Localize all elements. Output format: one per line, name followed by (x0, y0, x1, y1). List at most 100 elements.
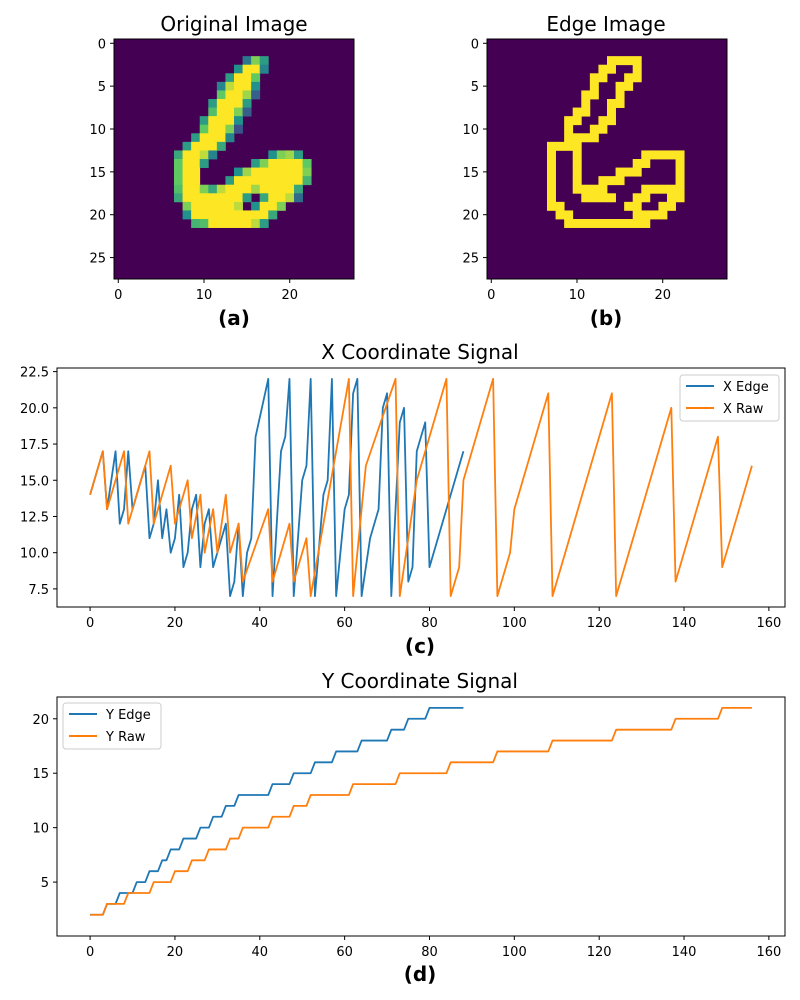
panel-a-pixel (276, 184, 286, 194)
panel-c-ytick-label: 20.0 (20, 402, 49, 417)
panel-a-pixel (182, 159, 192, 168)
panel-c-xtick-label: 100 (502, 616, 527, 631)
panel-a-pixel (294, 150, 303, 160)
panel-b-pixel (667, 201, 676, 211)
panel-b-xtick-label: 20 (654, 288, 671, 303)
panel-d-legend: Y Edge Y Raw (62, 702, 162, 750)
panel-b-pixel (581, 133, 591, 143)
panel-b-pixel (624, 73, 634, 83)
panel-b-pixel (607, 219, 616, 228)
panel-c-ytick-label: 15.0 (20, 474, 49, 489)
panel-b-pixel (581, 219, 591, 228)
panel-a-pixel (276, 193, 286, 203)
panel-b-pixel (564, 141, 574, 151)
panel-a-pixel (208, 201, 218, 211)
panel-b-pixel (607, 176, 616, 186)
panel-a-ytick-label: 25 (89, 252, 106, 267)
panel-b-pixel (555, 141, 565, 151)
panel-a-label: (a) (218, 306, 250, 330)
panel-b-pixel (607, 56, 616, 66)
panel-a-ticks: 0 10 20 0 5 10 15 20 25 (89, 37, 298, 303)
panel-b-pixel (589, 133, 599, 143)
panel-b-pixel (649, 150, 659, 160)
panel-a-pixel (199, 193, 209, 203)
panel-a-pixel (216, 90, 226, 100)
panel-c-xtick-label: 120 (587, 616, 612, 631)
panel-b-pixel (589, 73, 599, 83)
panel-b-pixel (607, 64, 616, 74)
panel-d-lines (90, 706, 752, 916)
panel-a-pixel (191, 219, 201, 228)
panel-a-image (114, 39, 354, 279)
panel-a-pixel (268, 184, 278, 194)
panel-d-ytick-label: 20 (32, 713, 49, 728)
panel-b-pixel (667, 150, 676, 160)
panel-a-pixel (285, 150, 295, 160)
panel-b-pixel (572, 176, 582, 186)
panel-b-pixel (632, 159, 642, 168)
panel-a-pixel (199, 141, 209, 151)
panel-a-pixel (251, 90, 261, 100)
panel-b-pixel (641, 184, 651, 194)
panel-b-title: Edge Image (546, 12, 665, 36)
panel-b-pixel (632, 73, 642, 83)
panel-d-series-y-edge (90, 706, 464, 916)
panel-b-pixel (581, 90, 591, 100)
panel-b-pixel (589, 193, 599, 203)
panel-d-series-y-raw (90, 706, 752, 916)
panel-a-pixel (216, 133, 226, 143)
panel-a-pixel (268, 150, 278, 160)
panel-a-pixel (225, 184, 235, 194)
panel-b-pixel (572, 184, 582, 194)
panel-a-pixel (191, 210, 201, 220)
panel-b-pixel (555, 210, 565, 220)
panel-b-pixel (675, 159, 685, 168)
panel-a-pixel (216, 193, 226, 203)
panel-b-pixel (632, 193, 642, 203)
panel-a-pixel (234, 81, 243, 91)
panel-a-pixel (199, 150, 209, 160)
panel-a-pixel (174, 150, 183, 160)
panel-a-pixel (208, 219, 218, 228)
panel-a-pixel (208, 124, 218, 134)
panel-d-xtick-label: 120 (587, 945, 612, 960)
panel-b-pixel (581, 107, 591, 117)
panel-b-pixel (624, 81, 634, 91)
panel-a-pixel (225, 73, 235, 83)
panel-d-xtick-label: 60 (336, 945, 353, 960)
panel-b-pixel (572, 107, 582, 117)
panel-a-pixel (234, 107, 243, 117)
panel-a-pixel (259, 176, 269, 186)
panel-b-pixel (641, 159, 651, 168)
panel-a-pixel (199, 116, 209, 126)
panel-a-pixel (268, 193, 278, 203)
panel-c-xtick-label: 140 (672, 616, 697, 631)
panel-a-pixel (302, 167, 312, 177)
panel-a-pixel (234, 193, 243, 203)
panel-c-xtick-label: 40 (252, 616, 269, 631)
panel-b-pixel (598, 73, 608, 83)
panel-a-pixel (268, 167, 278, 177)
panel-d-ytick-label: 10 (32, 822, 49, 837)
panel-b-pixel (547, 201, 556, 211)
panel-a-pixel (191, 159, 201, 168)
panel-b-label: (b) (590, 306, 623, 330)
panel-b-pixel (667, 193, 676, 203)
panel-b-pixel (632, 210, 642, 220)
panel-b-pixel (641, 210, 651, 220)
panel-b-pixel (589, 219, 599, 228)
panel-a-pixel (259, 159, 269, 168)
panel-d-ytick-label: 5 (41, 876, 49, 891)
panel-a-frame (113, 38, 355, 280)
panel-c-legend: X Edge X Raw (679, 374, 780, 422)
panel-a-ytick-label: 15 (89, 166, 106, 181)
panel-b-pixel (589, 81, 599, 91)
panel-a-pixel (285, 193, 295, 203)
panel-b-ytick-label: 15 (462, 166, 479, 181)
panel-c-legend-label-x-raw: X Raw (723, 402, 764, 417)
panel-a-pixel (216, 210, 226, 220)
panel-b-pixel (632, 167, 642, 177)
panel-b-pixel (564, 124, 574, 134)
panel-c-ticks: 0 20 40 60 80 100 120 140 160 7.5 10.0 12.5 15.0 17.5… (20, 366, 781, 631)
panel-b-pixel (547, 184, 556, 194)
